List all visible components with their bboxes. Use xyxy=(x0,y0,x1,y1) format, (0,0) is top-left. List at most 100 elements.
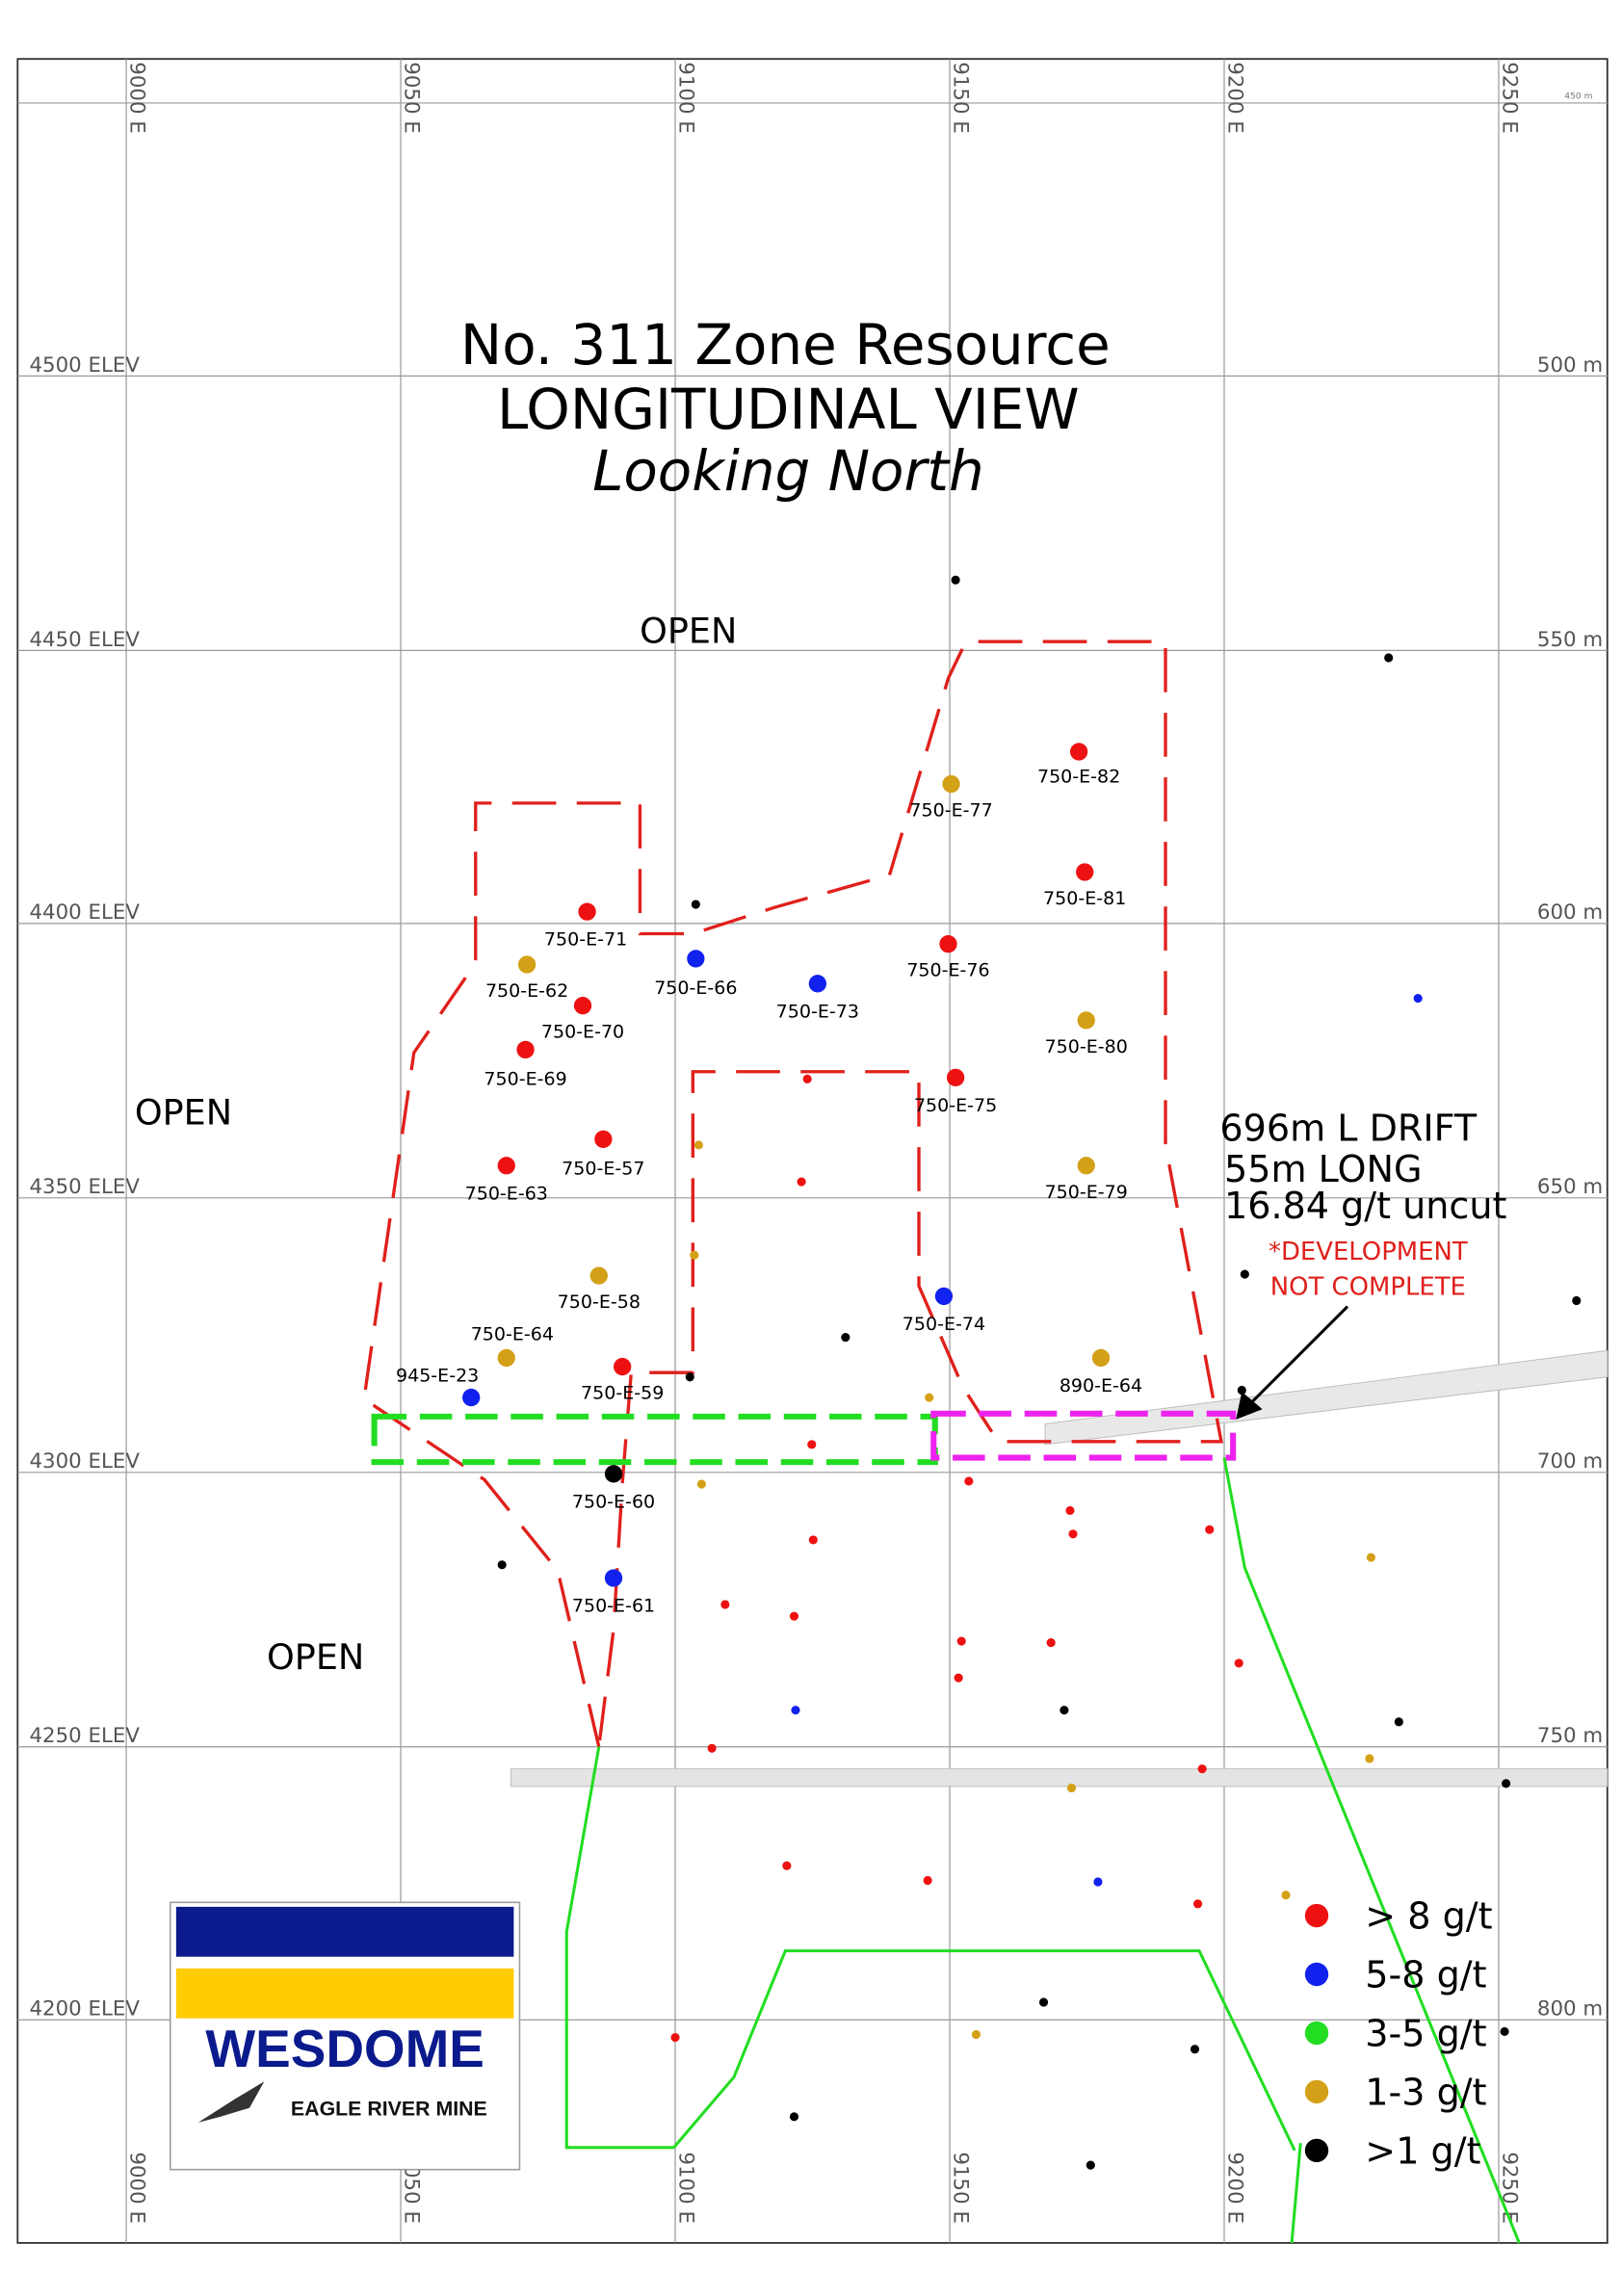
sample-dot xyxy=(1234,1658,1243,1668)
sample-dot xyxy=(1068,1529,1078,1539)
drift-note: NOT COMPLETE xyxy=(1270,1272,1466,1301)
sample-dot xyxy=(497,1348,515,1368)
open-label: OPEN xyxy=(135,1092,232,1134)
legend-dot xyxy=(1304,2079,1329,2104)
subtitle: Looking North xyxy=(592,438,984,504)
sample-label: 750-E-57 xyxy=(562,1158,644,1179)
sample-label: 750-E-59 xyxy=(581,1383,664,1404)
sample-dot xyxy=(1060,1706,1069,1715)
sample-dot xyxy=(808,1535,818,1545)
scale-note: 450 m xyxy=(1564,91,1592,101)
easting-label: 9100 E xyxy=(674,62,698,134)
sample-label: 750-E-76 xyxy=(906,960,989,981)
drift-label: 55m LONG xyxy=(1224,1148,1422,1190)
sample-dot xyxy=(589,1266,608,1285)
sample-dot xyxy=(1394,1717,1403,1727)
sample-label: 750-E-60 xyxy=(572,1491,655,1512)
sample-dot xyxy=(1572,1295,1582,1306)
resource-outline xyxy=(362,639,1223,1748)
sample-dot xyxy=(925,1393,934,1402)
sample-dot xyxy=(1066,1783,1077,1793)
logo-band xyxy=(175,1906,514,1957)
sample-dot xyxy=(951,575,960,585)
sample-dot xyxy=(1065,1505,1075,1515)
sample-dot xyxy=(1086,2160,1095,2170)
elevation-label: 4500 ELEV xyxy=(29,353,140,378)
elevation-label: 4400 ELEV xyxy=(29,900,140,925)
sample-dot xyxy=(604,1465,623,1483)
sample-dot xyxy=(1240,1269,1249,1279)
drift-level xyxy=(1044,1349,1609,1446)
sample-dot xyxy=(1192,1899,1203,1909)
boundary-line xyxy=(1290,2143,1302,2244)
easting-label: 9000 E xyxy=(125,62,149,134)
sample-dot xyxy=(807,1440,817,1449)
legend-dot xyxy=(1304,1962,1329,1987)
sample-dot xyxy=(693,1140,703,1150)
sample-dot xyxy=(789,1611,799,1621)
drift-label: 16.84 g/t uncut xyxy=(1224,1185,1506,1227)
drift-note: *DEVELOPMENT xyxy=(1269,1238,1468,1266)
boundary-line xyxy=(1222,1457,1521,2244)
sample-dot xyxy=(691,900,700,909)
easting-label: 9000 E xyxy=(125,2152,149,2224)
sample-dot xyxy=(1237,1385,1246,1396)
sample-dot xyxy=(939,935,957,953)
sample-label: 750-E-80 xyxy=(1045,1036,1128,1057)
easting-label: 9250 E xyxy=(1498,62,1522,134)
easting-label: 9150 E xyxy=(949,2152,973,2224)
sample-label: 750-E-70 xyxy=(541,1022,624,1043)
sample-label: 890-E-64 xyxy=(1060,1375,1142,1396)
easting-label: 9250 E xyxy=(1498,2152,1522,2224)
drift-label: 696m L DRIFT xyxy=(1219,1107,1477,1149)
sample-dot xyxy=(956,1636,966,1646)
depth-label: 500 m xyxy=(1537,353,1603,378)
sample-dot xyxy=(685,1372,694,1382)
legend: > 8 g/t 5-8 g/t 3-5 g/t 1-3 g/t >1 g/t xyxy=(1304,1895,1493,2173)
arrow xyxy=(1246,1305,1349,1408)
zone-outline xyxy=(371,1413,938,1466)
logo-name: WESDOME xyxy=(205,2019,484,2078)
sample-dot xyxy=(808,975,827,993)
sample-dot xyxy=(1384,653,1394,663)
sample-dot xyxy=(946,1068,965,1086)
legend-dot xyxy=(1304,1903,1329,1928)
sample-label: 750-E-81 xyxy=(1043,888,1126,909)
sample-label: 750-E-64 xyxy=(471,1324,554,1345)
sample-dot xyxy=(1076,863,1094,881)
sample-label: 750-E-62 xyxy=(485,980,568,1002)
sample-label: 945-E-23 xyxy=(396,1365,479,1386)
sample-label: 750-E-77 xyxy=(909,800,992,822)
elevation-label: 4250 ELEV xyxy=(29,1724,140,1748)
sample-dot xyxy=(1093,1877,1103,1887)
sample-dot xyxy=(594,1130,613,1148)
depth-label: 550 m xyxy=(1537,628,1603,652)
sample-dot xyxy=(1077,1011,1095,1030)
legend-label: > 8 g/t xyxy=(1365,1895,1492,1938)
sample-label: 750-E-74 xyxy=(903,1314,985,1335)
sample-dot xyxy=(964,1476,974,1486)
elevation-label: 4200 ELEV xyxy=(29,1997,140,2022)
sample-dot xyxy=(517,955,536,974)
sample-dot xyxy=(1077,1157,1095,1175)
sample-dot xyxy=(573,997,592,1015)
sample-dot xyxy=(934,1287,954,1306)
depth-label: 800 m xyxy=(1537,1997,1603,2022)
sample-dot xyxy=(791,1706,800,1715)
sample-dot xyxy=(720,1600,730,1609)
sample-dot xyxy=(797,1177,806,1187)
samples: 750-E-82 750-E-77 750-E-81 750-E-71 750-E-76… xyxy=(396,575,1582,2170)
sample-dot xyxy=(690,1250,699,1260)
sample-dot xyxy=(1413,993,1423,1004)
sample-label: 750-E-73 xyxy=(776,1001,859,1022)
sample-dot xyxy=(1205,1525,1215,1534)
depth-label: 650 m xyxy=(1537,1175,1603,1199)
elevation-label: 4300 ELEV xyxy=(29,1449,140,1474)
sample-label: 750-E-82 xyxy=(1037,767,1120,788)
frame xyxy=(16,58,1609,2244)
depth-label: 700 m xyxy=(1537,1449,1603,1474)
logo-sub: EAGLE RIVER MINE xyxy=(291,2097,487,2120)
title: No. 311 Zone Resource xyxy=(460,312,1111,378)
